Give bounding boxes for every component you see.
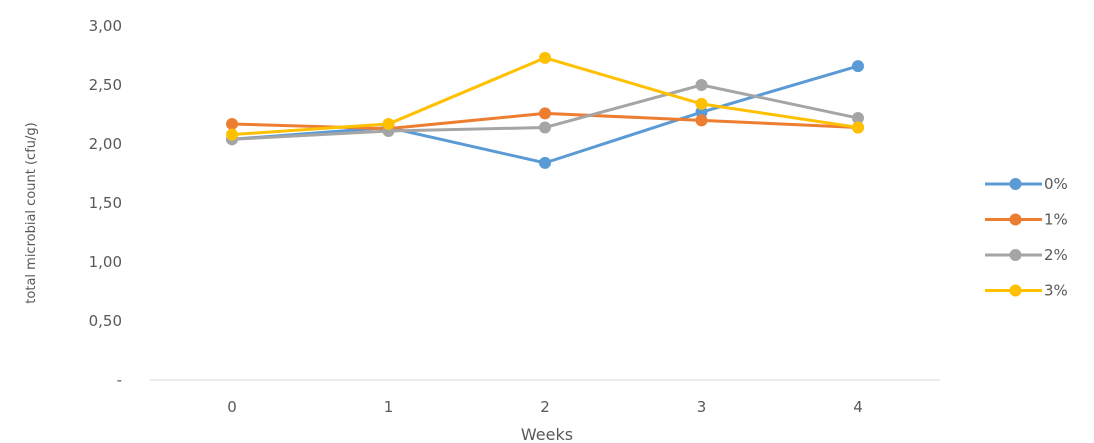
data-point (695, 114, 708, 127)
data-point (226, 128, 238, 141)
series-group (226, 51, 864, 169)
y-tick-label: 2,00 (89, 135, 122, 153)
x-axis-ticks: 0 1 2 3 4 (227, 398, 863, 416)
legend-marker (1009, 178, 1022, 190)
y-tick-label: 0,50 (89, 312, 122, 330)
legend-marker (1009, 249, 1022, 261)
data-point (226, 117, 238, 130)
legend-entry: 2% (985, 246, 1068, 264)
legend-entry: 0% (985, 175, 1068, 193)
legend-entry: 3% (985, 282, 1068, 300)
legend-label: 2% (1044, 246, 1068, 264)
data-point (852, 60, 864, 73)
data-point (852, 121, 864, 134)
data-point (695, 106, 708, 119)
data-point (695, 79, 708, 91)
data-point (382, 117, 395, 130)
legend-marker (1009, 213, 1022, 226)
x-tick-label: 0 (227, 398, 237, 416)
legend-marker (1009, 284, 1022, 297)
x-tick-label: 1 (384, 398, 394, 416)
legend-label: 1% (1044, 211, 1068, 229)
data-point (539, 156, 551, 169)
legend: 0% 1% 2% 3% (985, 175, 1068, 300)
data-point (852, 112, 864, 125)
x-tick-label: 3 (697, 398, 707, 416)
y-tick-label: 2,50 (89, 76, 122, 94)
y-tick-label: - (117, 371, 122, 389)
legend-label: 0% (1044, 175, 1068, 193)
y-axis-ticks: - 0,50 1,00 1,50 2,00 2,50 3,00 (89, 17, 122, 389)
x-tick-label: 2 (540, 398, 550, 416)
data-point (539, 121, 551, 134)
y-tick-label: 1,50 (89, 194, 122, 212)
x-tick-label: 4 (853, 398, 863, 416)
x-axis-title: Weeks (521, 425, 573, 443)
data-point (695, 97, 708, 110)
data-point (539, 51, 551, 64)
y-tick-label: 3,00 (89, 17, 122, 35)
data-point (539, 107, 551, 120)
legend-entry: 1% (985, 211, 1068, 229)
y-axis-title: total microbial count (cfu/g) (24, 122, 39, 303)
legend-label: 3% (1044, 282, 1068, 300)
y-tick-label: 1,00 (89, 253, 122, 271)
series-3pct (226, 51, 864, 141)
